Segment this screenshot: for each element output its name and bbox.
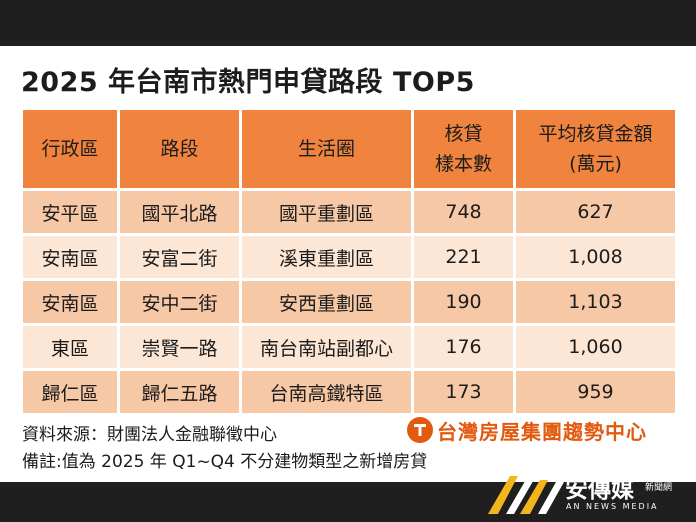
taiwan-realty-logo-icon [407,417,433,443]
cell-samples: 190 [411,278,516,326]
cell-road: 安中二街 [117,278,242,326]
cell-road: 歸仁五路 [117,368,242,416]
table-row: 東區 崇賢一路 南台南站副都心 176 1,060 [20,323,678,371]
source-note: 資料來源：財團法人金融聯徵中心 [22,425,277,445]
table-row: 安南區 安中二街 安西重劃區 190 1,103 [20,278,678,326]
cell-avg-amount: 1,008 [513,233,678,281]
table-row: 歸仁區 歸仁五路 台南高鐵特區 173 959 [20,368,678,416]
cell-road: 安富二街 [117,233,242,281]
cell-avg-amount: 1,060 [513,323,678,371]
media-tag-line2: 新聞網 [645,483,673,493]
cell-district: 安南區 [20,278,120,326]
header-avg-line2: (萬元) [569,153,622,175]
an-news-media-logo-icon [488,476,564,514]
media-watermark-sub: AN NEWS MEDIA [566,502,659,511]
page-title: 2025 年台南市熱門申貸路段 TOP5 [21,67,475,98]
remark-note: 備註:值為 2025 年 Q1~Q4 不分建物類型之新增房貸 [22,452,428,472]
cell-area: 台南高鐵特區 [239,368,414,416]
cell-samples: 221 [411,233,516,281]
cell-district: 東區 [20,323,120,371]
header-area: 生活圈 [239,107,414,191]
cell-road: 崇賢一路 [117,323,242,371]
media-watermark-tag: 不動產 新聞網 [645,472,677,494]
cell-area: 國平重劃區 [239,188,414,236]
bottom-letterbox-bar [0,482,696,522]
header-samples-line1: 核貸 [444,123,483,145]
media-tag-line1: 不動產 [645,472,673,482]
cell-area: 安西重劃區 [239,278,414,326]
cell-area: 南台南站副都心 [239,323,414,371]
table-row: 安南區 安富二街 溪東重劃區 221 1,008 [20,233,678,281]
cell-road: 國平北路 [117,188,242,236]
header-avg-line1: 平均核貸金額 [538,123,653,145]
infographic-card: 2025 年台南市熱門申貸路段 TOP5 行政區 路段 生活圈 核貸 樣本數 平… [0,46,696,482]
media-watermark-name: 安傳媒 [565,477,634,503]
cell-area: 溪東重劃區 [239,233,414,281]
cell-avg-amount: 627 [513,188,678,236]
cell-district: 安平區 [20,188,120,236]
cell-district: 歸仁區 [20,368,120,416]
brand-name: 台灣房屋集團趨勢中心 [437,419,647,444]
table-row: 安平區 國平北路 國平重劃區 748 627 [20,188,678,236]
loan-ranking-table: 行政區 路段 生活圈 核貸 樣本數 平均核貸金額 (萬元) 安平區 國平北路 國… [20,107,678,416]
top-letterbox-bar [0,0,696,46]
header-samples: 核貸 樣本數 [411,107,516,191]
table-header-row: 行政區 路段 生活圈 核貸 樣本數 平均核貸金額 (萬元) [20,107,678,191]
header-samples-line2: 樣本數 [434,153,492,175]
header-avg-amount: 平均核貸金額 (萬元) [513,107,678,191]
header-district: 行政區 [20,107,120,191]
cell-avg-amount: 959 [513,368,678,416]
cell-samples: 748 [411,188,516,236]
cell-district: 安南區 [20,233,120,281]
header-road: 路段 [117,107,242,191]
cell-samples: 173 [411,368,516,416]
cell-avg-amount: 1,103 [513,278,678,326]
brand-logo: 台灣房屋集團趨勢中心 [407,416,647,444]
cell-samples: 176 [411,323,516,371]
